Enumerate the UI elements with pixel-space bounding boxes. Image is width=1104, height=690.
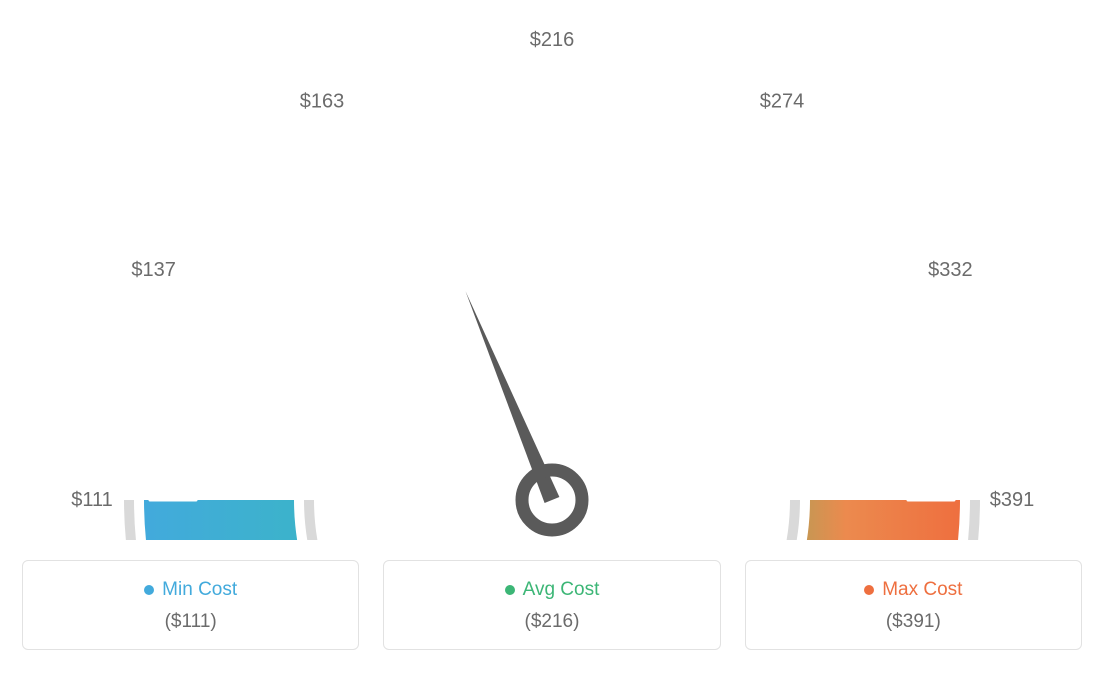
legend-title-max: Max Cost — [864, 579, 962, 601]
legend-value-min: ($111) — [33, 611, 348, 633]
svg-text:$332: $332 — [928, 259, 973, 281]
legend-row: Min Cost ($111) Avg Cost ($216) Max Cost… — [22, 560, 1082, 650]
legend-title-avg: Avg Cost — [505, 579, 600, 601]
legend-value-avg: ($216) — [394, 611, 709, 633]
svg-text:$216: $216 — [530, 29, 575, 51]
legend-label-max: Max Cost — [882, 579, 962, 601]
legend-card-avg: Avg Cost ($216) — [383, 560, 720, 650]
legend-card-max: Max Cost ($391) — [745, 560, 1082, 650]
legend-dot-max — [864, 585, 874, 595]
legend-card-min: Min Cost ($111) — [22, 560, 359, 650]
legend-label-min: Min Cost — [162, 579, 237, 601]
cost-gauge-chart: $111 $137 $163 $216 $274 $332 $391 — [22, 20, 1082, 540]
legend-title-min: Min Cost — [144, 579, 237, 601]
legend-dot-min — [144, 585, 154, 595]
svg-text:$274: $274 — [760, 91, 805, 113]
legend-label-avg: Avg Cost — [523, 579, 600, 601]
legend-value-max: ($391) — [756, 611, 1071, 633]
svg-text:$391: $391 — [990, 489, 1035, 511]
gauge-svg: $111 $137 $163 $216 $274 $332 $391 — [22, 20, 1082, 540]
legend-dot-avg — [505, 585, 515, 595]
svg-text:$163: $163 — [300, 91, 345, 113]
svg-text:$111: $111 — [71, 489, 113, 511]
svg-text:$137: $137 — [131, 259, 176, 281]
